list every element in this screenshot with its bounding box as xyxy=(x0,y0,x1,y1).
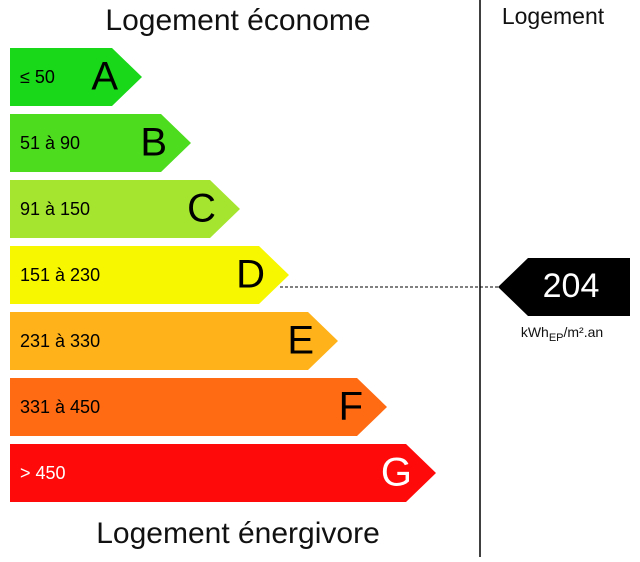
class-range: 231 à 330 xyxy=(20,331,100,351)
class-range: 151 à 230 xyxy=(20,265,100,285)
indicator-unit: kWhEP/m².an xyxy=(521,324,603,344)
class-bar xyxy=(10,378,387,436)
column-title: Logement xyxy=(502,3,605,29)
class-letter: B xyxy=(140,121,167,165)
class-letter: C xyxy=(187,187,216,231)
class-range: ≤ 50 xyxy=(20,67,55,87)
class-bar xyxy=(10,180,240,238)
class-letter: D xyxy=(236,253,265,297)
indicator-value: 204 xyxy=(543,267,600,305)
class-bar xyxy=(10,246,289,304)
class-bar xyxy=(10,48,142,106)
class-letter: A xyxy=(91,55,118,99)
class-letter: G xyxy=(381,451,412,495)
class-range: 91 à 150 xyxy=(20,199,90,219)
class-letter: E xyxy=(287,319,314,363)
class-bars: ≤ 50 A 51 à 90 B 91 à 150 C 151 à 230 D 231 à 33… xyxy=(10,48,436,502)
unit-rest: /m².an xyxy=(564,324,604,340)
class-letter: F xyxy=(339,385,363,429)
indicator-arrow xyxy=(498,258,630,316)
class-range: 51 à 90 xyxy=(20,133,80,153)
class-bar xyxy=(10,312,338,370)
unit-sub: EP xyxy=(549,332,564,344)
unit-main: kWh xyxy=(521,324,549,340)
class-range: > 450 xyxy=(20,463,66,483)
class-bar xyxy=(10,444,436,502)
class-range: 331 à 450 xyxy=(20,397,100,417)
class-bar xyxy=(10,114,191,172)
title-top: Logement économe xyxy=(105,4,370,37)
title-bottom: Logement énergivore xyxy=(96,517,380,550)
